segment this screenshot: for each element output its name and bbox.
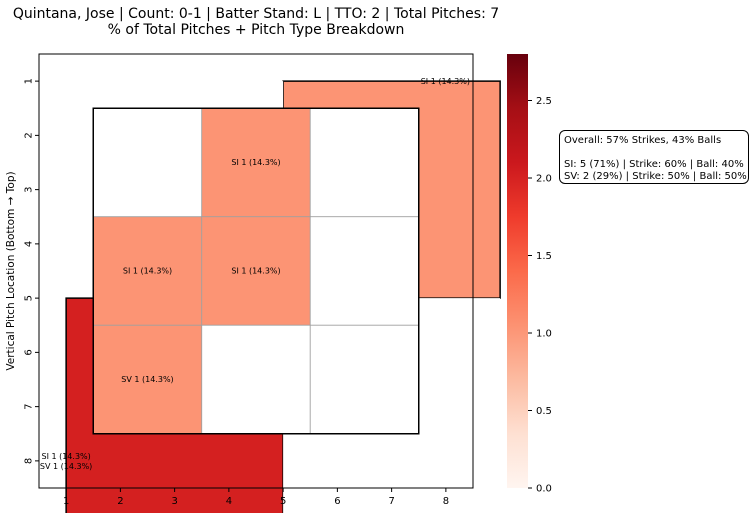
inner-cell-r3c1	[92, 324, 203, 435]
y-axis-label: Vertical Pitch Location (Bottom → Top)	[5, 171, 17, 370]
chart-title: Quintana, Jose | Count: 0-1 | Batter Sta…	[12, 6, 500, 22]
colorbar-tick-label: 0.5	[536, 406, 552, 417]
y-tick-label: 7	[24, 403, 35, 409]
x-tick-label: 1	[63, 496, 69, 507]
y-tick-label: 6	[24, 349, 35, 355]
inner-cell-r2c1	[92, 216, 203, 326]
axes: 1 2 3 4 5 6 7 8 1 2 3 4 5 6 7 8 Vertical Pitch Location …	[5, 53, 474, 507]
zone-label-outer-top-right: SI 1 (14.3%)	[421, 77, 470, 86]
x-tick-label: 2	[117, 496, 123, 507]
inner-cell-r2c3	[309, 216, 420, 326]
inner-cell-label-r2c1: SI 1 (14.3%)	[123, 267, 172, 276]
inner-cell-r1c1	[92, 107, 203, 218]
y-tick-label: 3	[24, 186, 35, 192]
inner-cell-label-r1c2: SI 1 (14.3%)	[231, 158, 280, 167]
inner-cell-r2c2	[201, 216, 311, 326]
summary-box: Overall: 57% Strikes, 43% Balls SI: 5 (7…	[559, 130, 749, 184]
x-tick-label: 6	[334, 496, 340, 507]
x-tick-label: 5	[280, 496, 286, 507]
plot-frame	[38, 53, 474, 489]
colorbar-tick-label: 2.0	[536, 174, 552, 185]
inner-zone: SI 1 (14.3%) SI 1 (14.3%) SI 1 (14.3%) SV 1…	[92, 107, 420, 435]
x-tick-label: 3	[171, 496, 177, 507]
inner-cell-r3c3	[309, 324, 420, 435]
chart-subtitle: % of Total Pitches + Pitch Type Breakdow…	[107, 22, 405, 38]
colorbar-tick-label: 0.0	[536, 484, 552, 495]
x-tick-label: 4	[226, 496, 232, 507]
zone-label-outer-bottom-left: SI 1 (14.3%) SV 1 (14.3%)	[40, 452, 92, 471]
x-tick-label: 7	[388, 496, 394, 507]
summary-sv: SV: 2 (29%) | Strike: 50% | Ball: 50%	[564, 171, 747, 182]
inner-cell-r3c2	[201, 324, 311, 435]
plot-area: SI 1 (14.3%)SI 1 (14.3%) SV 1 (14.3%)SI 1…	[39, 54, 501, 513]
colorbar-gradient	[507, 54, 528, 488]
y-tick-label: 8	[24, 458, 35, 464]
summary-si: SI: 5 (71%) | Strike: 60% | Ball: 40%	[564, 159, 744, 170]
y-tick-label: 1	[24, 78, 35, 84]
inner-cell-r1c2	[201, 107, 311, 218]
inner-cell-label-r3c1: SV 1 (14.3%)	[121, 375, 173, 384]
summary-overall: Overall: 57% Strikes, 43% Balls	[564, 135, 722, 146]
colorbar-tick-label: 2.5	[536, 96, 552, 107]
inner-cell-r1c3	[309, 107, 420, 218]
colorbar-tick-label: 1.0	[536, 329, 552, 340]
inner-zone-border	[92, 107, 420, 435]
colorbar-tick-label: 1.5	[536, 251, 552, 262]
y-tick-label: 4	[24, 241, 35, 247]
y-tick-label: 5	[24, 295, 35, 301]
colorbar: 0.0 0.5 1.0 1.5 2.0 2.5	[507, 54, 552, 495]
x-tick-label: 8	[443, 496, 449, 507]
y-tick-label: 2	[24, 132, 35, 138]
inner-cell-label-r2c2: SI 1 (14.3%)	[231, 267, 280, 276]
